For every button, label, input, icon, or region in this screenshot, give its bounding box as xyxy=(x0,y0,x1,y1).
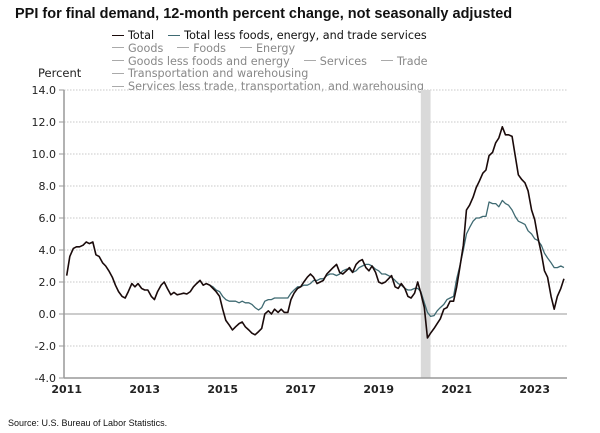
legend-row: Goods Foods Energy xyxy=(112,41,442,56)
x-tick-label: 2019 xyxy=(363,383,394,396)
y-tick-label: 8.0 xyxy=(39,180,57,193)
y-tick-label: 6.0 xyxy=(39,212,57,225)
x-tick-label: 2023 xyxy=(519,383,550,396)
legend-swatch-icon xyxy=(168,34,181,36)
legend-label: Trade xyxy=(396,54,428,68)
legend-item[interactable]: Energy xyxy=(239,41,296,56)
legend-swatch-icon xyxy=(380,60,393,62)
chart-title: PPI for final demand, 12-month percent c… xyxy=(15,6,513,22)
legend-label: Transportation and warehousing xyxy=(128,67,309,81)
legend-swatch-icon xyxy=(303,60,316,62)
legend-swatch-icon xyxy=(112,60,124,62)
y-tick-label: 14.0 xyxy=(32,84,57,97)
y-tick-label: 10.0 xyxy=(32,148,57,161)
series-line-total xyxy=(65,126,565,339)
legend-item[interactable]: Foods xyxy=(177,41,226,56)
legend-swatch-icon xyxy=(112,47,124,49)
recession-bar xyxy=(420,90,431,378)
y-tick-label: 4.0 xyxy=(39,244,57,257)
y-tick-label: 0.0 xyxy=(39,308,57,321)
legend-swatch-icon xyxy=(112,72,124,74)
legend-swatch-icon xyxy=(239,47,252,49)
legend-item[interactable]: Total less foods, energy, and trade serv… xyxy=(168,29,427,43)
legend-row: Transportation and warehousing xyxy=(112,67,442,81)
legend-label: Total less foods, energy, and trade serv… xyxy=(184,29,427,42)
legend-swatch-icon xyxy=(177,47,190,49)
legend-item[interactable]: Goods xyxy=(112,41,164,56)
legend-label: Services xyxy=(319,54,367,68)
legend-label: Goods xyxy=(128,41,164,55)
legend-swatch-icon xyxy=(112,34,124,36)
legend-item[interactable]: Transportation and warehousing xyxy=(112,67,309,81)
x-tick-label: 2021 xyxy=(441,383,472,396)
y-tick-label: 12.0 xyxy=(32,116,57,129)
legend-item[interactable]: Total xyxy=(112,29,155,43)
legend-label: Energy xyxy=(255,41,296,55)
legend-swatch-icon xyxy=(112,85,124,87)
series-line-total-less-foods-energy-trade xyxy=(206,199,565,318)
legend-item[interactable]: Trade xyxy=(380,54,428,69)
x-tick-label: 2017 xyxy=(285,383,316,396)
gridlines xyxy=(64,89,567,347)
y-tick-label: -2.0 xyxy=(35,340,56,353)
legend-row: Goods less foods and energy Services Trade xyxy=(112,54,442,69)
y-tick-label: -4.0 xyxy=(35,372,56,385)
legend-label: Foods xyxy=(193,41,226,55)
y-tick-label: 2.0 xyxy=(39,276,57,289)
x-tick-label: 2013 xyxy=(129,383,160,396)
y-axis-label: Percent xyxy=(38,66,82,80)
source-note: Source: U.S. Bureau of Labor Statistics. xyxy=(8,418,168,428)
x-tick-label: 2015 xyxy=(207,383,238,396)
legend-item[interactable]: Services xyxy=(303,54,367,69)
series-lines xyxy=(65,126,565,339)
legend-item[interactable]: Goods less foods and energy xyxy=(112,54,290,69)
x-tick-label: 2011 xyxy=(51,383,82,396)
recession-shading xyxy=(420,90,431,378)
legend-label: Goods less foods and energy xyxy=(128,54,290,68)
legend-row: Total Total less foods, energy, and trade… xyxy=(112,29,442,43)
legend-label: Total xyxy=(128,29,155,42)
